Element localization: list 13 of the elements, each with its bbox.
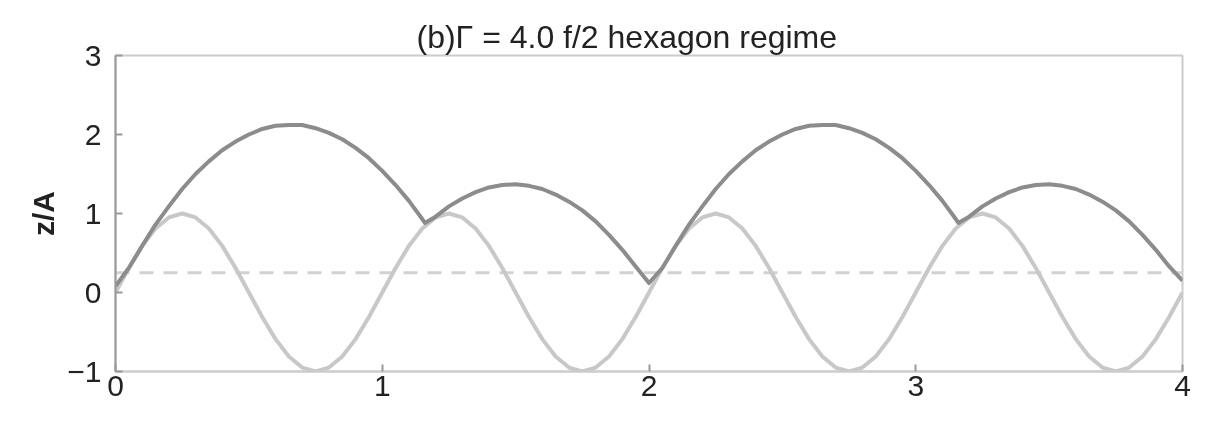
x-tick-label: 1 [373, 368, 391, 402]
y-tick-label: 3 [84, 38, 102, 72]
x-tick-label: 4 [1174, 368, 1191, 402]
x-tick-label: 2 [640, 368, 658, 402]
y-tick-label: 2 [84, 117, 102, 151]
line-series [115, 123, 1183, 289]
chart-title: (b)Γ = 4.0 f/2 hexagon regime [416, 18, 838, 55]
y-tick-label: −1 [67, 354, 102, 388]
y-tick-label: 0 [84, 275, 102, 309]
x-tick-label: 3 [907, 368, 925, 402]
x-tick-label: 0 [107, 368, 124, 402]
y-tick-label: 1 [84, 196, 102, 230]
y-axis-title: z/A [27, 191, 61, 236]
